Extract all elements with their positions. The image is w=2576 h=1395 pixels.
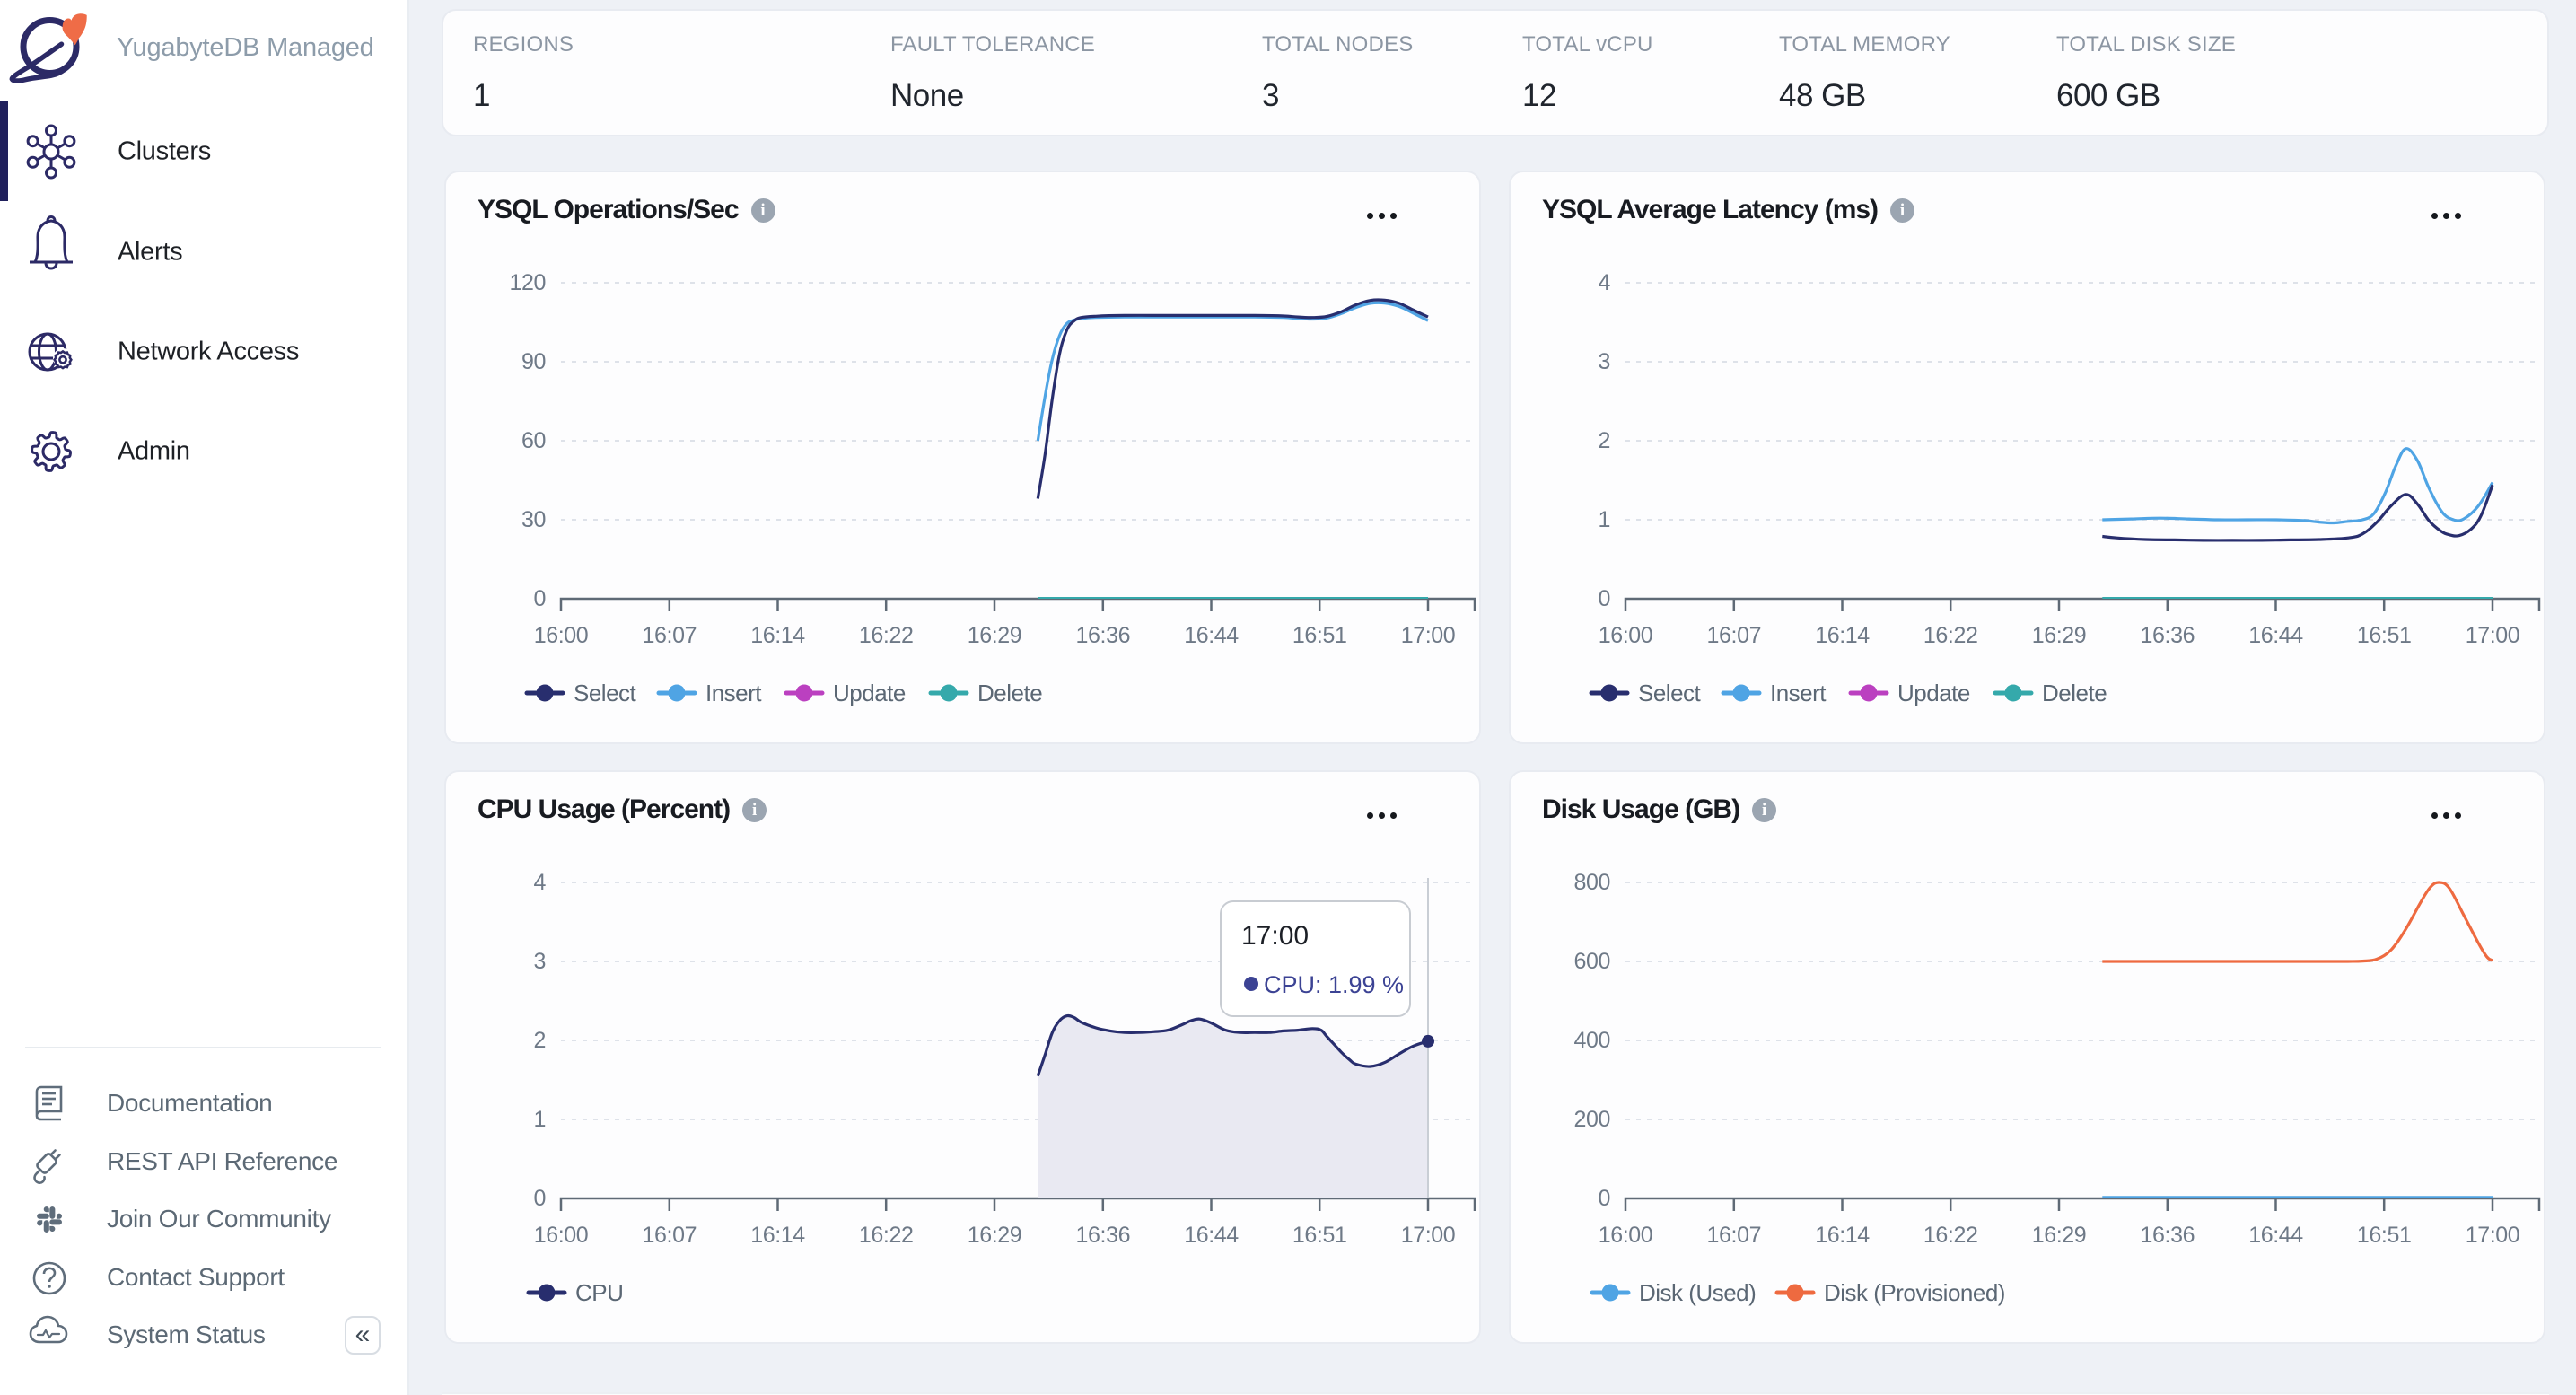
svg-text:16:44: 16:44: [1184, 623, 1239, 648]
svg-text:16:36: 16:36: [2141, 623, 2195, 648]
svg-text:1: 1: [533, 1107, 546, 1132]
svg-text:200: 200: [1573, 1107, 1610, 1132]
svg-text:16:14: 16:14: [1815, 623, 1870, 648]
svg-text:16:22: 16:22: [1923, 623, 1978, 648]
svg-text:1: 1: [1598, 507, 1610, 532]
svg-text:CPU: CPU: [575, 1279, 623, 1306]
svg-text:16:07: 16:07: [1707, 623, 1762, 648]
svg-text:4: 4: [533, 870, 546, 895]
svg-text:800: 800: [1573, 870, 1610, 895]
svg-text:CPU: 1.99 %: CPU: 1.99 %: [1264, 971, 1404, 998]
svg-text:600: 600: [1573, 949, 1610, 974]
svg-text:16:14: 16:14: [750, 1223, 805, 1248]
svg-text:16:22: 16:22: [859, 623, 914, 648]
svg-text:16:29: 16:29: [968, 623, 1022, 648]
svg-text:16:36: 16:36: [1076, 1223, 1131, 1248]
svg-text:3: 3: [1598, 349, 1610, 374]
svg-text:0: 0: [533, 1186, 546, 1211]
svg-text:120: 120: [509, 270, 546, 295]
svg-text:16:07: 16:07: [643, 1223, 697, 1248]
svg-text:16:29: 16:29: [2032, 623, 2087, 648]
svg-text:16:14: 16:14: [750, 623, 805, 648]
svg-text:16:44: 16:44: [2248, 1223, 2303, 1248]
svg-text:Delete: Delete: [977, 680, 1042, 706]
svg-text:60: 60: [521, 428, 546, 453]
svg-text:Disk (Used): Disk (Used): [1639, 1279, 1756, 1306]
svg-text:16:36: 16:36: [2141, 1223, 2195, 1248]
svg-text:16:07: 16:07: [643, 623, 697, 648]
svg-text:16:51: 16:51: [1292, 623, 1347, 648]
svg-text:0: 0: [1598, 586, 1610, 611]
svg-text:17:00: 17:00: [1401, 623, 1456, 648]
svg-text:3: 3: [533, 949, 546, 974]
svg-text:90: 90: [521, 349, 546, 374]
svg-text:30: 30: [521, 507, 546, 532]
svg-text:2: 2: [533, 1028, 546, 1053]
svg-text:Select: Select: [574, 680, 637, 706]
svg-text:4: 4: [1598, 270, 1610, 295]
svg-text:16:51: 16:51: [2357, 623, 2412, 648]
svg-text:16:14: 16:14: [1815, 1223, 1870, 1248]
svg-text:0: 0: [1598, 1186, 1610, 1211]
svg-text:16:29: 16:29: [2032, 1223, 2087, 1248]
svg-text:16:07: 16:07: [1707, 1223, 1762, 1248]
svg-text:0: 0: [533, 586, 546, 611]
svg-text:Select: Select: [1638, 680, 1702, 706]
svg-text:2: 2: [1598, 428, 1610, 453]
svg-text:17:00: 17:00: [2466, 1223, 2520, 1248]
svg-text:16:22: 16:22: [859, 1223, 914, 1248]
svg-text:400: 400: [1573, 1028, 1610, 1053]
svg-text:16:44: 16:44: [2248, 623, 2303, 648]
svg-text:Delete: Delete: [2042, 680, 2107, 706]
svg-text:16:00: 16:00: [534, 623, 589, 648]
svg-text:16:29: 16:29: [968, 1223, 1022, 1248]
svg-text:Insert: Insert: [1770, 680, 1827, 706]
svg-text:16:00: 16:00: [1599, 623, 1653, 648]
svg-text:16:22: 16:22: [1923, 1223, 1978, 1248]
svg-text:Disk (Provisioned): Disk (Provisioned): [1824, 1279, 2005, 1306]
svg-text:16:51: 16:51: [1292, 1223, 1347, 1248]
svg-text:17:00: 17:00: [1241, 921, 1309, 951]
svg-text:16:51: 16:51: [2357, 1223, 2412, 1248]
svg-text:16:44: 16:44: [1184, 1223, 1239, 1248]
svg-text:Update: Update: [833, 680, 906, 706]
svg-text:Insert: Insert: [705, 680, 762, 706]
svg-text:17:00: 17:00: [1401, 1223, 1456, 1248]
svg-text:Update: Update: [1897, 680, 1970, 706]
svg-text:17:00: 17:00: [2466, 623, 2520, 648]
svg-text:16:00: 16:00: [1599, 1223, 1653, 1248]
svg-text:16:36: 16:36: [1076, 623, 1131, 648]
svg-text:16:00: 16:00: [534, 1223, 589, 1248]
